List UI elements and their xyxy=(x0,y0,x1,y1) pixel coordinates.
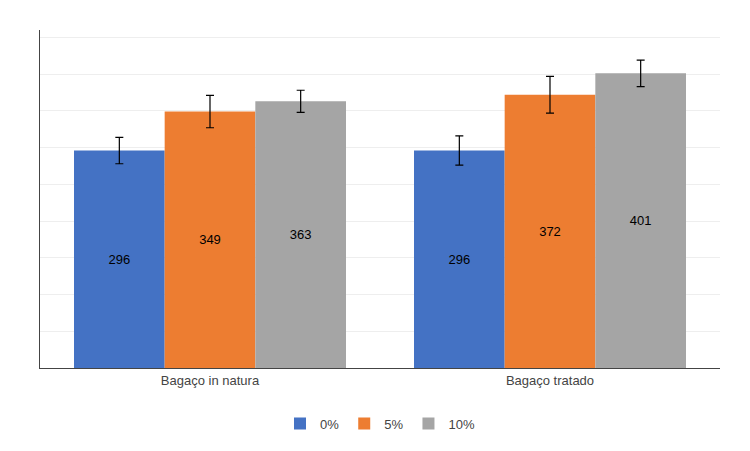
svg-text:296: 296 xyxy=(108,252,130,267)
svg-text:10%: 10% xyxy=(448,417,474,432)
svg-text:296: 296 xyxy=(448,252,470,267)
svg-text:Bagaço tratado: Bagaço tratado xyxy=(506,373,594,388)
svg-text:372: 372 xyxy=(539,224,561,239)
svg-text:5%: 5% xyxy=(384,417,403,432)
svg-text:Bagaço in natura: Bagaço in natura xyxy=(161,373,260,388)
svg-text:0%: 0% xyxy=(320,417,339,432)
svg-text:401: 401 xyxy=(630,213,652,228)
svg-text:349: 349 xyxy=(199,232,221,247)
svg-text:363: 363 xyxy=(290,227,312,242)
